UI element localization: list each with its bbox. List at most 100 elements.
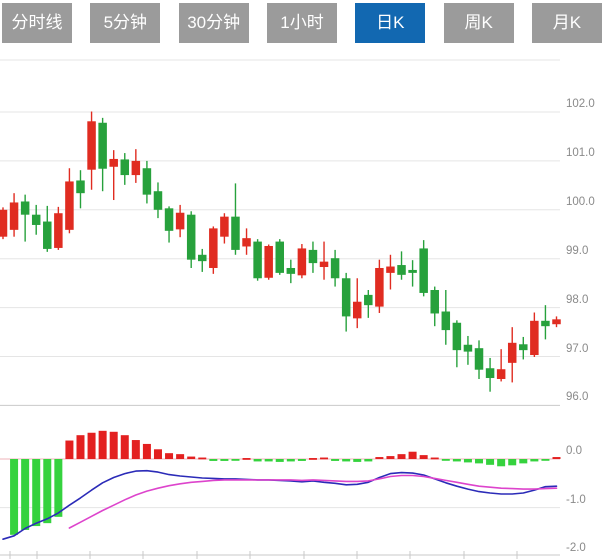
macd-histogram-bar (209, 459, 218, 461)
macd-histogram-bar (552, 457, 561, 459)
price-axis-label: 100.0 (566, 195, 595, 208)
price-axis-label: 97.0 (566, 342, 589, 355)
candle-body (507, 342, 517, 363)
macd-histogram-bar (386, 456, 395, 459)
macd-histogram-bar (242, 458, 251, 460)
candle-body (519, 344, 528, 351)
macd-histogram-bar (397, 454, 406, 459)
candle-body (463, 344, 473, 352)
macd-histogram-bar (530, 459, 539, 462)
candle-body (120, 159, 130, 176)
candle-body (31, 214, 41, 225)
macd-histogram-bar (297, 459, 306, 461)
candle-body (186, 214, 196, 260)
macd-histogram-bar (10, 459, 19, 535)
macd-histogram-bar (308, 458, 317, 460)
candle-body (220, 216, 229, 237)
macd-histogram-bar (375, 457, 384, 459)
macd-histogram-bar (463, 459, 472, 463)
macd-dif-line (2, 469, 558, 541)
macd-histogram-bar (21, 459, 30, 530)
price-axis-label: 96.0 (566, 391, 589, 404)
candle-body (386, 266, 395, 273)
macd-histogram-bar (475, 459, 484, 464)
macd-histogram-bar (76, 435, 85, 459)
macd-histogram-bar (131, 440, 140, 459)
macd-histogram-bar (220, 459, 229, 461)
price-axis-label: 99.0 (566, 244, 589, 257)
candle-body (54, 213, 63, 248)
period-tab-bar: 分时线 5分钟 30分钟 1小时 日K 周K 月K (2, 3, 602, 43)
macd-histogram-bar (452, 459, 461, 462)
candle-body (20, 201, 30, 215)
tab-30min[interactable]: 30分钟 (178, 3, 249, 43)
candle-body (131, 160, 141, 176)
candle-body (198, 254, 207, 262)
macd-histogram-bar (342, 459, 351, 462)
candle-body (65, 181, 74, 230)
tab-monthly-k[interactable]: 月K (531, 3, 602, 43)
candle-body (242, 238, 251, 247)
candle-body (441, 311, 451, 331)
price-axis-label: 98.0 (566, 293, 589, 306)
candle-body (109, 158, 118, 167)
candle-body (153, 191, 163, 210)
candle-body (43, 221, 52, 249)
candle-body (496, 369, 506, 379)
candle-body (76, 180, 85, 194)
candle-body (408, 269, 417, 273)
price-axis-label: 102.0 (566, 98, 595, 110)
candle-body (474, 348, 484, 370)
candle-body (485, 368, 495, 379)
macd-histogram-bar (231, 459, 240, 461)
macd-histogram-bar (408, 451, 417, 459)
candle-body (209, 228, 218, 268)
candle-body (0, 209, 8, 237)
macd-histogram-bar (419, 455, 428, 459)
candle-body (98, 122, 107, 169)
macd-axis-label: 0.0 (566, 445, 582, 457)
macd-histogram-bar (187, 456, 196, 459)
macd-histogram-bar (109, 431, 118, 459)
candle-body (375, 267, 384, 307)
macd-histogram-bar (43, 459, 52, 524)
macd-histogram-bar (98, 430, 107, 459)
candle-body (87, 121, 96, 170)
tab-daily-k[interactable]: 日K (355, 3, 426, 43)
candle-body (264, 245, 273, 278)
candle-body (419, 248, 428, 293)
candle-body (231, 216, 240, 250)
candle-body (142, 168, 152, 195)
macd-histogram-bar (32, 459, 41, 527)
candle-body (164, 208, 174, 231)
tab-1hour[interactable]: 1小时 (266, 3, 337, 43)
macd-histogram-bar (364, 459, 373, 462)
candle-body (397, 265, 406, 275)
macd-histogram-bar (275, 459, 284, 462)
macd-histogram-bar (87, 432, 96, 459)
macd-histogram-bar (353, 459, 362, 462)
tab-weekly-k[interactable]: 周K (443, 3, 514, 43)
macd-histogram-bar (165, 453, 174, 459)
macd-histogram-bar (264, 459, 273, 462)
price-axis-label: 101.0 (566, 146, 595, 159)
candle-body (364, 294, 373, 306)
macd-histogram-bar (320, 457, 329, 460)
candle-body (9, 202, 19, 230)
tab-5min[interactable]: 5分钟 (90, 3, 161, 43)
candle-body (430, 289, 439, 314)
macd-dea-line (68, 474, 558, 529)
macd-axis-label: -2.0 (566, 542, 586, 555)
macd-axis-label: -1.0 (566, 493, 586, 506)
tab-time-share[interactable]: 分时线 (2, 3, 72, 43)
macd-histogram-bar (519, 459, 528, 464)
candle-body (275, 241, 284, 273)
candle-body (530, 320, 539, 356)
candle-body (330, 258, 340, 279)
macd-histogram-bar (153, 449, 162, 459)
candle-body (319, 261, 329, 268)
candle-body (286, 267, 296, 274)
macd-histogram-bar (142, 443, 151, 459)
